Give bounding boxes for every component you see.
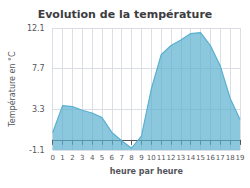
svg-text:9: 9 <box>139 154 143 162</box>
svg-text:12: 12 <box>167 154 176 162</box>
svg-text:18: 18 <box>226 154 235 162</box>
svg-text:3: 3 <box>80 154 84 162</box>
svg-text:7.7: 7.7 <box>32 64 45 73</box>
svg-text:17: 17 <box>216 154 225 162</box>
svg-text:16: 16 <box>206 154 215 162</box>
svg-text:2: 2 <box>70 154 74 162</box>
svg-text:5: 5 <box>100 154 104 162</box>
svg-text:10: 10 <box>147 154 156 162</box>
svg-text:1: 1 <box>60 154 64 162</box>
svg-text:0: 0 <box>50 154 54 162</box>
svg-text:14: 14 <box>186 154 195 162</box>
svg-text:6: 6 <box>110 154 115 162</box>
svg-text:13: 13 <box>176 154 185 162</box>
svg-text:15: 15 <box>196 154 205 162</box>
svg-text:11: 11 <box>157 154 166 162</box>
svg-text:-1.1: -1.1 <box>29 146 45 155</box>
svg-text:4: 4 <box>90 154 95 162</box>
svg-text:12.1: 12.1 <box>27 24 45 33</box>
svg-text:19: 19 <box>236 154 245 162</box>
svg-text:Evolution de la température: Evolution de la température <box>38 8 213 21</box>
svg-text:8: 8 <box>129 154 133 162</box>
svg-text:Température en °C: Température en °C <box>7 51 17 128</box>
svg-text:7: 7 <box>119 154 123 162</box>
svg-text:heure par heure: heure par heure <box>110 167 184 176</box>
svg-text:3.3: 3.3 <box>32 105 45 114</box>
